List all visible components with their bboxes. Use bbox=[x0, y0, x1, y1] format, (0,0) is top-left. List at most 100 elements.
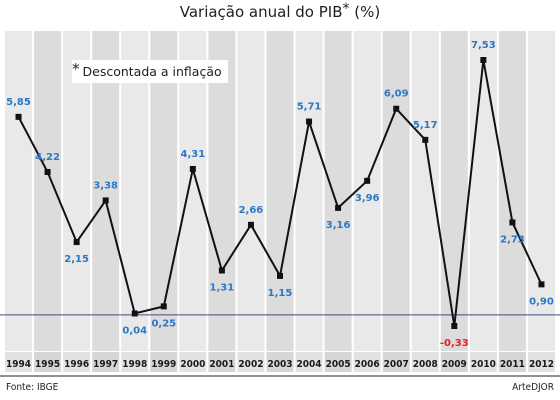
year-label-box-2001 bbox=[208, 352, 236, 372]
year-band-1996 bbox=[63, 31, 91, 351]
data-label-2011: 2,73 bbox=[500, 234, 525, 245]
year-band-2007 bbox=[382, 31, 410, 351]
year-label-box-2006 bbox=[353, 352, 381, 372]
year-band-1999 bbox=[150, 31, 178, 351]
year-label-box-2000 bbox=[179, 352, 207, 372]
data-label-2012: 0,90 bbox=[529, 296, 554, 307]
year-label-box-2012 bbox=[527, 352, 555, 372]
year-band-1994 bbox=[5, 31, 33, 351]
data-point-2003 bbox=[277, 272, 283, 279]
x-tick-label: 2010 bbox=[471, 359, 496, 370]
year-band-2004 bbox=[295, 31, 323, 351]
year-band-2010 bbox=[469, 31, 497, 351]
x-tick-label: 1996 bbox=[64, 359, 89, 370]
data-point-2005 bbox=[335, 204, 342, 211]
x-tick-label: 2000 bbox=[180, 359, 205, 370]
data-point-1997 bbox=[102, 197, 109, 204]
note-star: * bbox=[72, 60, 80, 78]
year-band-2009 bbox=[440, 31, 468, 351]
year-label-box-1995 bbox=[34, 352, 62, 372]
data-point-1998 bbox=[131, 310, 138, 317]
data-label-2007: 6,09 bbox=[384, 89, 409, 100]
year-band-1997 bbox=[92, 31, 120, 351]
data-label-1997: 3,38 bbox=[93, 180, 118, 191]
data-label-2003: 1,15 bbox=[268, 288, 293, 299]
x-tick-label: 1997 bbox=[93, 359, 118, 370]
note-text: Descontada a inflação bbox=[82, 64, 222, 79]
data-point-2002 bbox=[247, 221, 254, 228]
data-point-2011 bbox=[509, 219, 516, 226]
year-label-box-2008 bbox=[411, 352, 439, 372]
data-label-2006: 3,96 bbox=[355, 193, 380, 204]
year-band-2003 bbox=[266, 31, 294, 351]
year-band-2005 bbox=[324, 31, 352, 351]
year-label-box-2009 bbox=[440, 352, 468, 372]
year-label-box-2005 bbox=[324, 352, 352, 372]
data-label-2009: -0,33 bbox=[440, 338, 469, 349]
data-point-2007 bbox=[393, 105, 400, 112]
x-tick-label: 1995 bbox=[35, 359, 60, 370]
x-tick-label: 2002 bbox=[238, 359, 263, 370]
x-tick-label: 2008 bbox=[413, 359, 438, 370]
year-label-box-2002 bbox=[237, 352, 265, 372]
chart-title-unit: (%) bbox=[354, 3, 381, 21]
data-label-1995: 4,22 bbox=[35, 152, 60, 163]
data-label-2008: 5,17 bbox=[413, 120, 438, 131]
x-tick-label: 2012 bbox=[529, 359, 554, 370]
data-point-2012 bbox=[538, 281, 545, 288]
x-tick-label: 1999 bbox=[151, 359, 176, 370]
data-label-2000: 4,31 bbox=[180, 149, 205, 160]
chart-title-main: Variação anual do PIB bbox=[179, 3, 343, 21]
year-label-box-2010 bbox=[469, 352, 497, 372]
x-tick-label: 2001 bbox=[209, 359, 234, 370]
x-tick-label: 1998 bbox=[122, 359, 147, 370]
year-band-2000 bbox=[179, 31, 207, 351]
year-label-box-2007 bbox=[382, 352, 410, 372]
chart-title: Variação anual do PIB* (%) bbox=[0, 0, 560, 26]
x-tick-label: 2011 bbox=[500, 359, 525, 370]
chart-title-star: * bbox=[342, 1, 350, 17]
x-tick-label: 2003 bbox=[267, 359, 292, 370]
data-label-2005: 3,16 bbox=[326, 220, 351, 231]
data-point-2008 bbox=[422, 136, 429, 143]
year-band-2001 bbox=[208, 31, 236, 351]
year-band-2006 bbox=[353, 31, 381, 351]
year-band-2008 bbox=[411, 31, 439, 351]
year-label-box-1997 bbox=[92, 352, 120, 372]
year-band-1995 bbox=[34, 31, 62, 351]
x-tick-label: 1994 bbox=[6, 359, 31, 370]
data-label-2001: 1,31 bbox=[210, 282, 235, 293]
year-label-box-1994 bbox=[5, 352, 33, 372]
x-tick-label: 2004 bbox=[297, 359, 322, 370]
year-label-box-1996 bbox=[63, 352, 91, 372]
data-label-1998: 0,04 bbox=[122, 325, 147, 336]
data-label-2002: 2,66 bbox=[239, 205, 264, 216]
year-label-box-2003 bbox=[266, 352, 294, 372]
inflation-note: * Descontada a inflação bbox=[72, 60, 228, 83]
data-label-1996: 2,15 bbox=[64, 254, 89, 265]
x-tick-label: 2005 bbox=[326, 359, 351, 370]
credit-label: ArteDJOR bbox=[512, 382, 554, 393]
data-point-2009 bbox=[451, 323, 458, 329]
data-label-2010: 7,53 bbox=[471, 40, 496, 51]
x-tick-label: 2009 bbox=[442, 359, 467, 370]
x-tick-label: 2006 bbox=[355, 359, 380, 370]
year-label-box-2004 bbox=[295, 352, 323, 372]
data-point-2000 bbox=[189, 165, 196, 172]
data-point-2010 bbox=[480, 57, 487, 63]
year-band-2011 bbox=[498, 31, 526, 351]
x-tick-label: 2007 bbox=[384, 359, 409, 370]
data-label-2004: 5,71 bbox=[297, 102, 322, 113]
source-label: Fonte: IBGE bbox=[6, 382, 59, 393]
data-point-1995 bbox=[44, 169, 51, 176]
data-point-2006 bbox=[364, 177, 371, 184]
year-label-box-1998 bbox=[121, 352, 149, 372]
data-point-1999 bbox=[160, 303, 167, 310]
data-label-1999: 0,25 bbox=[151, 318, 176, 329]
data-point-1994 bbox=[15, 113, 22, 120]
year-label-box-2011 bbox=[498, 352, 526, 372]
year-band-1998 bbox=[121, 31, 149, 351]
data-point-2004 bbox=[306, 118, 313, 125]
year-band-2002 bbox=[237, 31, 265, 351]
